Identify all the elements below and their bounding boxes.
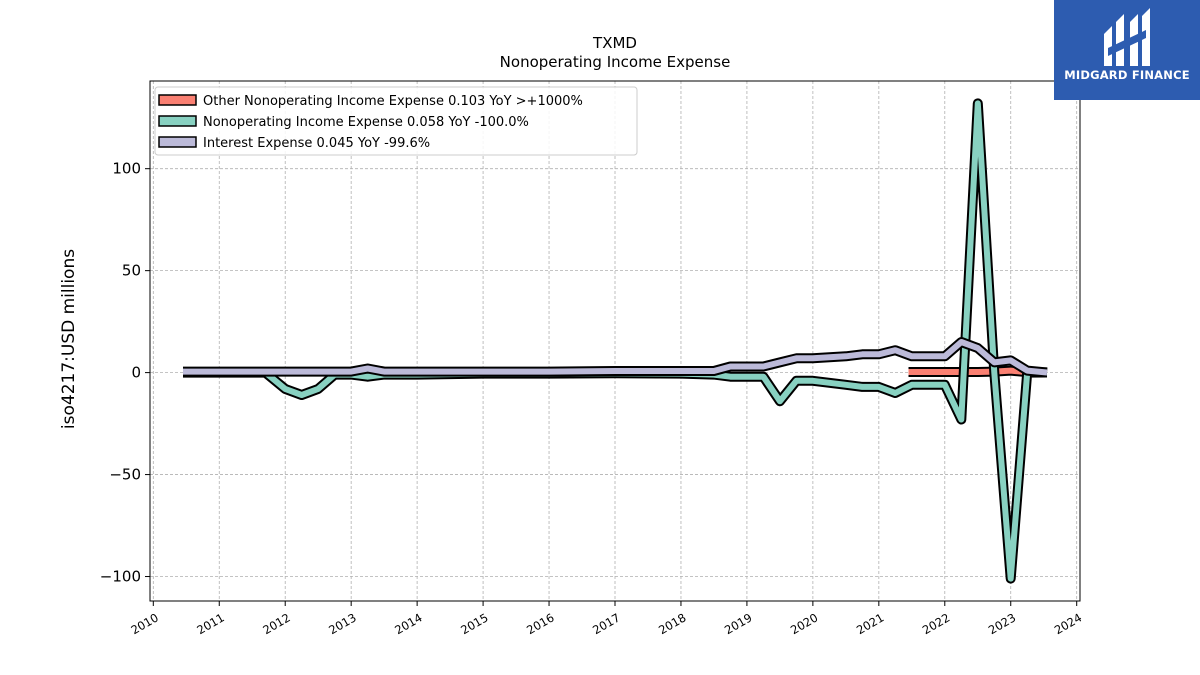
x-tick-label: 2014 (392, 610, 424, 637)
legend-label-2: Interest Expense 0.045 YoY -99.6% (203, 136, 430, 151)
y-axis-label: iso4217:USD millions (59, 249, 79, 429)
x-tick-label: 2023 (986, 610, 1018, 637)
y-tick-label: −50 (109, 466, 141, 484)
legend-swatch-1 (158, 115, 197, 127)
y-tick-label: 0 (131, 364, 141, 382)
x-tick-label: 2021 (854, 610, 886, 637)
x-tick-label: 2019 (722, 610, 754, 637)
midgard-logo-icon (1104, 8, 1150, 66)
x-tick-label: 2012 (260, 610, 292, 637)
logo-badge: MIDGARD FINANCE (1054, 0, 1200, 100)
logo-text: MIDGARD FINANCE (1064, 68, 1190, 82)
legend-box (154, 86, 638, 156)
grid (150, 81, 1080, 601)
x-tick-label: 2024 (1052, 610, 1084, 637)
chart-subtitle: Nonoperating Income Expense (500, 53, 731, 71)
chart-title: TXMD (592, 34, 637, 52)
series-line-2 (183, 339, 1048, 376)
legend: Other Nonoperating Income Expense 0.103 … (154, 86, 638, 156)
x-tick-label: 2016 (524, 610, 556, 637)
series-layer (183, 98, 1048, 584)
y-tick-label: 50 (122, 262, 141, 280)
x-tick-label: 2018 (656, 610, 688, 637)
y-tick-label: 100 (112, 160, 141, 178)
legend-swatch-0 (158, 94, 197, 106)
x-tick-label: 2013 (326, 610, 358, 637)
x-tick-label: 2017 (590, 610, 622, 637)
x-tick-label: 2020 (788, 610, 820, 637)
axes: 2010 2011 2012 2013 2014 2015 2016 2017 2018 2019… (100, 160, 1084, 638)
legend-swatch-2 (158, 136, 197, 148)
x-tick-label: 2015 (458, 610, 490, 637)
y-tick-label: −100 (100, 568, 141, 586)
legend-label-0: Other Nonoperating Income Expense 0.103 … (203, 94, 583, 109)
legend-label-1: Nonoperating Income Expense 0.058 YoY -1… (203, 115, 529, 130)
x-tick-label: 2022 (920, 610, 952, 637)
x-tick-label: 2011 (194, 610, 226, 637)
x-tick-label: 2010 (128, 610, 160, 637)
